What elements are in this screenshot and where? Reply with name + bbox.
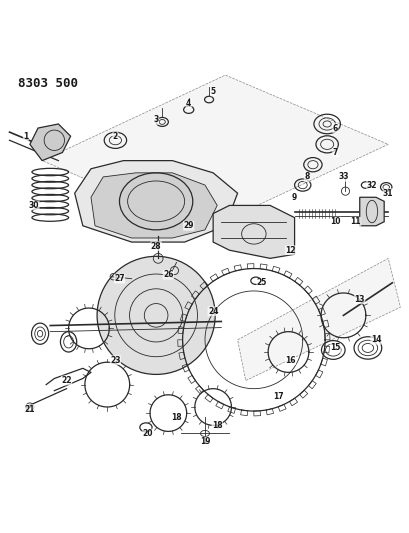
Text: 4: 4 (186, 99, 191, 108)
Text: 8: 8 (303, 172, 309, 181)
Text: 29: 29 (183, 221, 193, 230)
Text: 11: 11 (350, 217, 360, 226)
Text: 19: 19 (199, 437, 210, 446)
Text: 33: 33 (337, 172, 348, 181)
Text: 6: 6 (332, 124, 337, 133)
Polygon shape (30, 124, 70, 160)
Text: 10: 10 (329, 217, 340, 226)
Polygon shape (91, 173, 217, 238)
Text: 13: 13 (354, 295, 364, 304)
Text: 17: 17 (272, 392, 283, 401)
Text: 9: 9 (291, 193, 297, 202)
Text: 7: 7 (332, 148, 337, 157)
Text: 8303 500: 8303 500 (18, 77, 77, 90)
Polygon shape (213, 205, 294, 259)
Polygon shape (359, 197, 383, 226)
Text: 14: 14 (370, 335, 380, 344)
Text: 31: 31 (382, 189, 393, 198)
Text: 22: 22 (61, 376, 72, 385)
Circle shape (97, 256, 215, 374)
Text: 5: 5 (210, 87, 215, 96)
Text: 26: 26 (163, 270, 173, 279)
Text: 20: 20 (142, 429, 153, 438)
Text: 27: 27 (114, 274, 124, 283)
Text: 1: 1 (23, 132, 28, 141)
Text: 30: 30 (29, 201, 39, 210)
Polygon shape (42, 75, 387, 230)
Text: 21: 21 (25, 405, 35, 414)
Polygon shape (237, 259, 400, 381)
Text: 18: 18 (211, 421, 222, 430)
Text: 32: 32 (366, 181, 376, 190)
Text: 24: 24 (207, 307, 218, 316)
Text: 25: 25 (256, 278, 267, 287)
Text: 15: 15 (329, 343, 339, 352)
Text: 23: 23 (110, 356, 120, 365)
Text: 16: 16 (285, 356, 295, 365)
Text: 3: 3 (153, 116, 158, 124)
Text: 2: 2 (112, 132, 118, 141)
Text: 28: 28 (151, 241, 161, 251)
Text: 18: 18 (171, 413, 181, 422)
Polygon shape (74, 160, 237, 242)
Text: 12: 12 (285, 246, 295, 255)
